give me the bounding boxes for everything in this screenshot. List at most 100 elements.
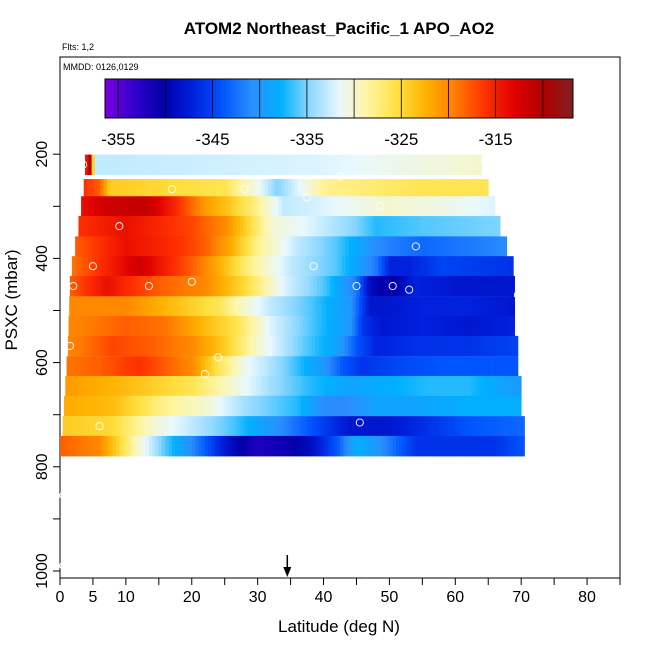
heatmap-cell bbox=[79, 435, 84, 457]
heatmap-cell bbox=[271, 179, 276, 200]
heatmap-cell bbox=[350, 179, 355, 200]
heatmap-cell bbox=[387, 196, 392, 217]
heatmap-cell bbox=[148, 435, 153, 457]
heatmap-cell bbox=[249, 335, 253, 357]
heatmap-cell bbox=[269, 376, 274, 397]
heatmap-cell bbox=[264, 275, 268, 297]
heatmap-cell bbox=[480, 376, 485, 397]
heatmap-cell bbox=[158, 435, 163, 457]
heatmap-cell bbox=[386, 179, 391, 200]
heatmap-cell bbox=[390, 196, 395, 217]
heatmap-cell bbox=[364, 196, 369, 217]
heatmap-cell bbox=[343, 356, 347, 377]
heatmap-cell bbox=[63, 435, 67, 457]
heatmap-cell bbox=[203, 316, 208, 337]
heatmap-cell bbox=[332, 236, 336, 257]
heatmap-cell bbox=[511, 395, 516, 417]
heatmap-cell bbox=[384, 216, 389, 237]
heatmap-cell bbox=[88, 416, 93, 437]
heatmap-cell bbox=[212, 395, 216, 417]
heatmap-cell bbox=[442, 179, 447, 200]
heatmap-cell bbox=[91, 154, 96, 176]
heatmap-cell bbox=[294, 395, 299, 417]
heatmap-cell bbox=[259, 376, 264, 397]
heatmap-cell bbox=[129, 356, 133, 377]
heatmap-cell bbox=[439, 395, 444, 417]
heatmap-cell bbox=[260, 435, 265, 457]
heatmap-cell bbox=[419, 179, 424, 200]
heatmap-cell bbox=[181, 435, 186, 457]
heatmap-cell bbox=[141, 236, 145, 257]
heatmap-cell bbox=[231, 179, 236, 200]
heatmap-cell bbox=[150, 256, 155, 277]
heatmap-cell bbox=[259, 216, 264, 237]
heatmap-cell bbox=[348, 376, 353, 397]
heatmap-cell bbox=[209, 196, 214, 217]
colorbar-segment bbox=[508, 79, 513, 118]
heatmap-cell bbox=[137, 376, 142, 397]
heatmap-cell bbox=[380, 395, 384, 417]
heatmap-cell bbox=[166, 335, 171, 357]
heatmap-cell bbox=[316, 296, 320, 317]
heatmap-cell bbox=[313, 435, 318, 457]
heatmap-cell bbox=[243, 416, 248, 437]
y-axis-label: PSXC (mbar) bbox=[2, 249, 21, 350]
heatmap-cell bbox=[157, 236, 162, 257]
colorbar-segment bbox=[447, 79, 451, 118]
heatmap-cell bbox=[491, 435, 496, 457]
heatmap-cell bbox=[245, 335, 250, 357]
heatmap-cell bbox=[466, 335, 471, 357]
heatmap-cell bbox=[465, 179, 470, 200]
heatmap-cell bbox=[341, 256, 346, 277]
colorbar-segment bbox=[251, 79, 255, 118]
heatmap-cell bbox=[375, 416, 380, 437]
heatmap-cell bbox=[249, 236, 254, 257]
heatmap-cell bbox=[324, 179, 328, 200]
colorbar-segment bbox=[458, 79, 463, 118]
heatmap-cell bbox=[428, 416, 432, 437]
heatmap-cell bbox=[484, 435, 489, 457]
heatmap-cell bbox=[83, 395, 88, 417]
heatmap-cell bbox=[208, 179, 213, 200]
heatmap-cell bbox=[155, 435, 160, 457]
colorbar-segment bbox=[195, 79, 200, 118]
heatmap-cell bbox=[226, 196, 230, 217]
heatmap-cell bbox=[314, 335, 319, 357]
heatmap-cell bbox=[173, 236, 178, 257]
heatmap-cell bbox=[166, 196, 171, 217]
heatmap-cell bbox=[88, 216, 93, 237]
heatmap-cell bbox=[433, 335, 438, 357]
heatmap-cell bbox=[235, 395, 239, 417]
heatmap-cell bbox=[232, 196, 237, 217]
heatmap-cell bbox=[155, 356, 160, 377]
heatmap-cell bbox=[277, 275, 282, 297]
heatmap-cell bbox=[206, 154, 211, 176]
heatmap-cell bbox=[254, 435, 259, 457]
heatmap-cell bbox=[411, 236, 415, 257]
heatmap-cell bbox=[175, 395, 180, 417]
heatmap-cell bbox=[170, 154, 175, 176]
heatmap-cell bbox=[264, 356, 268, 377]
heatmap-cell bbox=[309, 154, 313, 176]
heatmap-cell bbox=[424, 416, 429, 437]
heatmap-cell bbox=[388, 154, 392, 176]
heatmap-cell bbox=[455, 435, 459, 457]
heatmap-cell bbox=[170, 335, 174, 357]
heatmap-cell bbox=[479, 335, 484, 357]
heatmap-cell bbox=[177, 416, 182, 437]
heatmap-cell bbox=[493, 316, 498, 337]
heatmap-cell bbox=[434, 216, 438, 237]
heatmap-cell bbox=[285, 236, 290, 257]
heatmap-cell bbox=[88, 316, 93, 337]
heatmap-cell bbox=[256, 236, 261, 257]
heatmap-cell bbox=[478, 356, 483, 377]
heatmap-cell bbox=[134, 236, 139, 257]
colorbar-segment bbox=[286, 79, 290, 118]
heatmap-cell bbox=[308, 335, 313, 357]
heatmap-cell bbox=[503, 376, 508, 397]
colorbar-segment bbox=[131, 79, 135, 118]
heatmap-cell bbox=[173, 335, 178, 357]
heatmap-cell bbox=[318, 335, 322, 357]
heatmap-cell bbox=[145, 356, 150, 377]
heatmap-cell bbox=[206, 335, 210, 357]
